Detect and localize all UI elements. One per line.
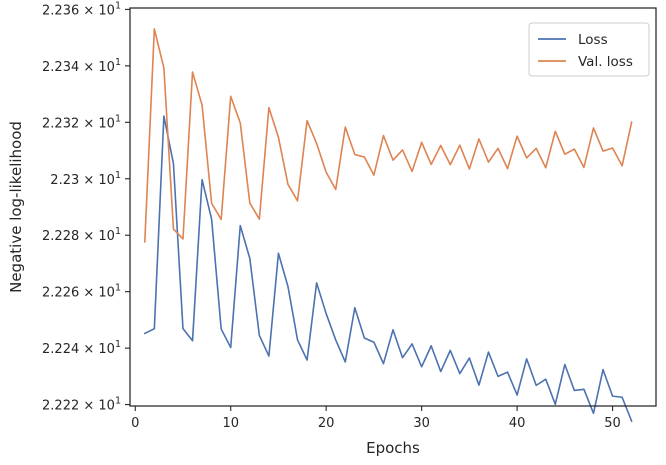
- x-tick-label: 20: [318, 416, 335, 431]
- series-line-loss: [144, 115, 633, 423]
- x-axis-ticks: 0 10 20 30 40 50: [131, 406, 621, 431]
- x-tick-label: 50: [604, 416, 621, 431]
- y-tick-label: 2.228 × 101: [42, 226, 121, 244]
- y-tick-label: 2.232 × 101: [42, 113, 121, 131]
- legend-label-val-loss: Val. loss: [578, 54, 633, 70]
- y-tick-label: 2.23 × 101: [50, 170, 121, 188]
- y-tick-label: 2.224 × 101: [42, 339, 121, 357]
- x-tick-label: 10: [222, 416, 239, 431]
- y-axis-ticks: 2.222 × 101 2.224 × 101 2.226 × 101 2.228 ×…: [42, 0, 130, 414]
- y-tick-label: 2.222 × 101: [42, 396, 121, 414]
- x-axis-title: Epochs: [366, 439, 420, 457]
- legend-label-loss: Loss: [578, 32, 608, 48]
- y-axis-title: Negative log-likelihood: [7, 121, 25, 293]
- x-tick-label: 30: [413, 416, 430, 431]
- legend: Loss Val. loss: [528, 22, 650, 77]
- y-tick-label: 2.236 × 101: [42, 0, 121, 18]
- x-tick-label: 40: [509, 416, 526, 431]
- series-layer: [144, 28, 633, 423]
- series-line-val-loss: [144, 28, 633, 243]
- legend-box: [528, 22, 650, 77]
- y-tick-label: 2.226 × 101: [42, 283, 121, 301]
- x-tick-label: 0: [131, 416, 139, 431]
- plot-frame: [129, 7, 657, 407]
- y-tick-label: 2.234 × 101: [42, 57, 121, 75]
